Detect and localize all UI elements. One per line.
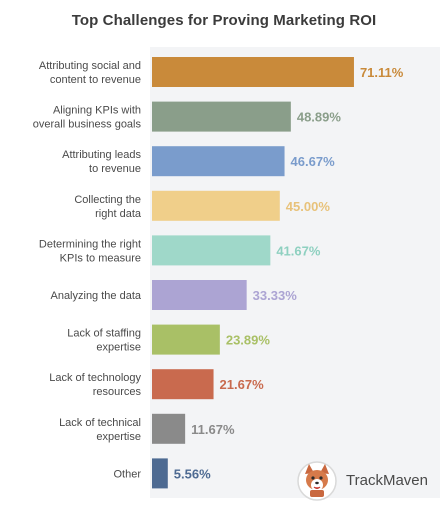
category-label: Analyzing the data bbox=[50, 290, 141, 302]
bar bbox=[152, 235, 271, 266]
value-label: 21.67% bbox=[220, 377, 265, 392]
value-label: 11.67% bbox=[191, 422, 235, 437]
category-label: Collecting the right data bbox=[74, 194, 142, 220]
value-label: 71.11% bbox=[360, 65, 404, 80]
corgi-logo-icon bbox=[297, 461, 337, 501]
bar bbox=[152, 146, 285, 177]
value-label: 46.67% bbox=[291, 154, 336, 169]
category-label: Attributing social and content to revenue bbox=[39, 60, 141, 86]
value-label: 45.00% bbox=[286, 199, 331, 214]
value-label: 48.89% bbox=[297, 110, 342, 125]
category-label: Attributing leads to revenue bbox=[62, 149, 141, 175]
value-label: 5.56% bbox=[174, 466, 211, 481]
value-label: 23.89% bbox=[226, 333, 271, 348]
bar bbox=[152, 101, 291, 132]
bar bbox=[152, 57, 354, 87]
category-label: Lack of technical expertise bbox=[59, 417, 141, 443]
bar bbox=[152, 458, 168, 489]
category-label: Aligning KPIs with overall business goals bbox=[33, 105, 142, 131]
brand-name: TrackMaven bbox=[346, 472, 428, 489]
bar bbox=[152, 190, 280, 221]
chart-title: Top Challenges for Proving Marketing ROI bbox=[71, 12, 377, 29]
category-label: Other bbox=[113, 468, 141, 480]
bar bbox=[152, 280, 247, 310]
bar bbox=[152, 369, 214, 400]
bar bbox=[152, 324, 220, 355]
bar bbox=[152, 413, 186, 444]
category-label: Lack of staffing expertise bbox=[67, 328, 141, 354]
value-label: 41.67% bbox=[276, 243, 321, 258]
brand-logo: TrackMaven bbox=[296, 460, 436, 502]
value-label: 33.33% bbox=[253, 288, 298, 303]
category-label: Determining the right KPIs to measure bbox=[39, 238, 141, 264]
category-label: Lack of technology resources bbox=[49, 372, 141, 398]
